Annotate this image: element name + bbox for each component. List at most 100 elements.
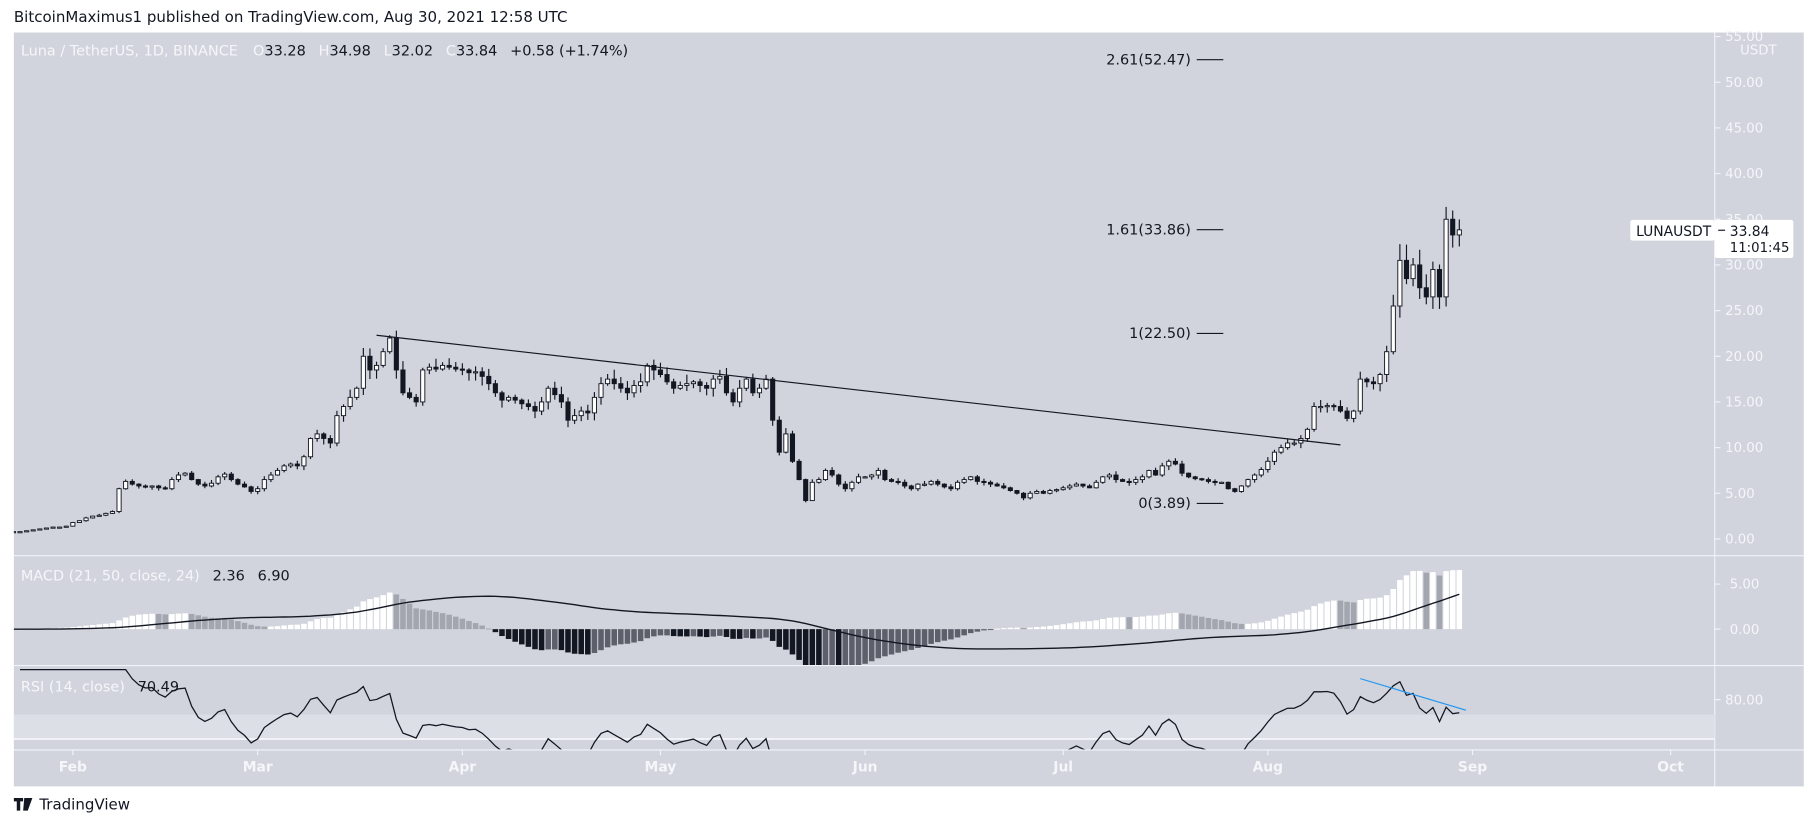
macd-histogram-bar: [1020, 627, 1027, 630]
candle: [169, 477, 175, 491]
candle: [400, 361, 406, 396]
candle: [704, 382, 710, 396]
macd-histogram-bar: [1166, 613, 1172, 630]
candle-body: [1159, 465, 1165, 476]
candle-body: [796, 460, 802, 481]
candle-body: [690, 381, 696, 385]
candle-body: [1054, 489, 1060, 492]
candle: [1430, 261, 1436, 309]
macd-histogram-bar: [1060, 624, 1066, 630]
macd-axis[interactable]: 0.00 5.00: [1714, 578, 1760, 638]
candle-body: [1021, 492, 1027, 499]
macd-histogram-bar: [1126, 617, 1132, 630]
macd-histogram-bar: [571, 629, 578, 654]
candle: [895, 478, 901, 485]
candle-body: [241, 483, 248, 488]
candle-body: [869, 474, 875, 478]
candle: [1133, 476, 1139, 486]
macd-histogram: [13, 570, 1463, 665]
candle-body: [307, 438, 314, 458]
macd-histogram-bar: [611, 629, 617, 646]
time-axis[interactable]: Feb Mar Apr May Jun Jul Aug Sep Oct: [59, 749, 1685, 775]
candle: [1285, 438, 1291, 450]
macd-histogram-bar: [895, 629, 901, 653]
macd-histogram-bar: [1192, 615, 1198, 630]
macd-histogram-bar: [1146, 615, 1152, 630]
candle: [690, 379, 696, 389]
rsi-band: [13, 714, 1715, 739]
candle-body: [624, 387, 630, 394]
candle: [988, 480, 994, 488]
macd-histogram-bar: [1000, 628, 1007, 630]
symbol-legend[interactable]: Luna / TetherUS, 1D, BINANCE O33.28 H34.…: [21, 40, 628, 61]
macd-histogram-bar: [327, 617, 334, 630]
candle-body: [96, 514, 102, 517]
rsi-axis[interactable]: 80.00: [1714, 693, 1763, 708]
candle: [1271, 449, 1277, 465]
candle: [492, 380, 498, 397]
macd-histogram-bar: [83, 625, 89, 630]
candle: [697, 378, 703, 393]
macd-histogram-bar: [1139, 616, 1146, 630]
candle-body: [1126, 480, 1132, 484]
macd-tick-label: 0.00: [1730, 623, 1760, 638]
candle-body: [374, 364, 380, 371]
candle: [1252, 473, 1258, 483]
candle: [1384, 345, 1390, 382]
candle-body: [717, 375, 723, 380]
time-tick-label: Apr: [449, 759, 477, 775]
candle-body: [631, 385, 637, 394]
candle: [1007, 486, 1013, 492]
candle: [189, 471, 195, 481]
candle-body: [756, 387, 763, 394]
macd-histogram-bar: [287, 624, 294, 630]
candle-body: [208, 482, 215, 487]
macd-histogram-bar: [525, 629, 532, 647]
fib-extension-drawing[interactable]: 2.61(52.47) 1.61(33.86) 1(22.50) 0(3.89): [1106, 52, 1224, 512]
candle-body: [1370, 381, 1377, 385]
macd-histogram-bar: [472, 623, 479, 630]
candle: [426, 363, 432, 375]
macd-histogram-bar: [1100, 618, 1106, 630]
macd-histogram-bar: [433, 611, 439, 630]
macd-legend[interactable]: MACD (21, 50, close, 24) 2.36 6.90: [21, 565, 290, 586]
rsi-legend[interactable]: RSI (14, close) 70.49: [21, 676, 179, 697]
candle-body: [928, 480, 934, 485]
candle: [307, 437, 314, 460]
trendline-drawing[interactable]: [376, 334, 1341, 446]
price-label-value: 33.84: [1730, 224, 1770, 240]
candle: [1410, 258, 1416, 287]
candle: [301, 454, 307, 471]
macd-histogram-bar: [103, 623, 109, 630]
macd-histogram-bar: [142, 614, 149, 630]
macd-histogram-bar: [1179, 613, 1185, 630]
macd-histogram-bar: [1033, 627, 1040, 630]
macd-histogram-bar: [393, 594, 400, 630]
macd-histogram-bar: [684, 629, 690, 637]
candle-body: [90, 515, 96, 519]
macd-histogram-bar: [565, 629, 571, 653]
macd-histogram-bar: [235, 621, 241, 630]
macd-histogram-bar: [208, 617, 215, 630]
candle: [525, 399, 531, 411]
candle: [1423, 274, 1429, 305]
candle-body: [1113, 474, 1119, 481]
candle-body: [882, 469, 888, 481]
candle: [274, 467, 281, 476]
price-tick-label: 10.00: [1725, 441, 1763, 456]
candle: [30, 529, 36, 532]
candle-body: [156, 485, 162, 489]
fib-level-label: 1(22.50): [1129, 326, 1191, 342]
rsi-divergence-line[interactable]: [1360, 678, 1467, 711]
candle-body: [261, 479, 267, 490]
candle: [1153, 467, 1159, 476]
tradingview-logo[interactable]: TradingView: [13, 796, 130, 814]
macd-histogram-bar: [1364, 598, 1370, 630]
candle: [1397, 244, 1403, 318]
candle-body: [327, 438, 333, 444]
symbol-name: Luna / TetherUS, 1D, BINANCE: [21, 44, 238, 60]
candle-body: [836, 474, 842, 485]
macd-histogram-bar: [1423, 572, 1430, 630]
candle: [1331, 403, 1337, 411]
